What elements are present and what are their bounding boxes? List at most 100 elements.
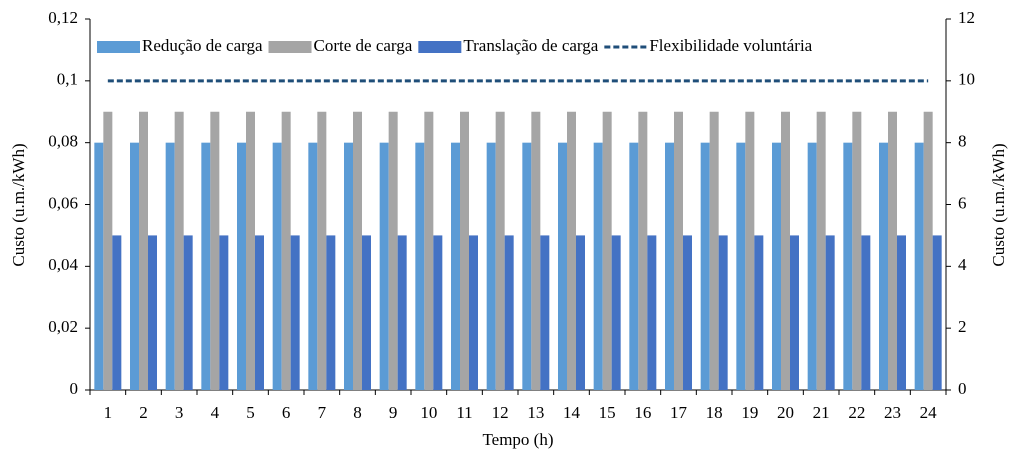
legend-label: Translação de carga	[463, 36, 598, 55]
bar	[888, 111, 897, 390]
bar	[718, 235, 728, 390]
bar	[246, 111, 255, 390]
bar	[219, 235, 229, 390]
bar	[602, 111, 612, 390]
x-tick-label: 10	[420, 403, 437, 422]
y2-tick-label: 4	[958, 255, 967, 274]
bar	[353, 111, 362, 390]
y2-tick-label: 2	[958, 317, 967, 336]
y-tick-label: 0,1	[57, 70, 78, 89]
bar	[174, 111, 184, 390]
y2-tick-label: 8	[958, 132, 967, 151]
y-tick-label: 0,04	[48, 255, 78, 274]
x-tick-label: 2	[139, 403, 148, 422]
x-tick-label: 11	[456, 403, 472, 422]
bar	[522, 142, 532, 390]
bar	[593, 142, 603, 390]
y-tick-label: 0,06	[48, 193, 78, 212]
bar	[397, 235, 407, 390]
bar	[424, 111, 434, 390]
bar	[700, 142, 710, 390]
bar	[745, 111, 755, 390]
legend-label: Corte de carga	[314, 36, 413, 55]
bar	[415, 142, 425, 390]
y-tick-label: 0,02	[48, 317, 78, 336]
x-tick-label: 3	[175, 403, 184, 422]
bar	[736, 142, 746, 390]
bar	[103, 111, 113, 390]
bar	[576, 235, 585, 390]
bar	[469, 235, 478, 390]
x-tick-label: 22	[848, 403, 865, 422]
bar	[754, 235, 764, 390]
x-tick-label: 9	[389, 403, 398, 422]
legend-swatch	[418, 41, 462, 53]
bar	[183, 235, 193, 390]
bar	[362, 235, 371, 390]
bar	[281, 111, 291, 390]
bar	[674, 111, 683, 390]
x-tick-label: 18	[706, 403, 723, 422]
bar	[638, 111, 648, 390]
legend-swatch	[268, 41, 312, 53]
bar	[210, 111, 220, 390]
bar	[709, 111, 719, 390]
y-tick-label: 0	[70, 379, 79, 398]
y-tick-label: 0,12	[48, 8, 78, 27]
bar	[923, 111, 933, 390]
bar	[379, 142, 389, 390]
bar	[451, 142, 460, 390]
x-tick-label: 4	[211, 403, 220, 422]
bar	[772, 142, 781, 390]
bar	[807, 142, 817, 390]
bar	[486, 142, 496, 390]
bar	[825, 235, 835, 390]
bar	[897, 235, 906, 390]
x-tick-label: 20	[777, 403, 794, 422]
y2-axis-label: Custo (u.m./kWh)	[989, 143, 1008, 266]
bar	[255, 235, 264, 390]
bar	[914, 142, 924, 390]
bar	[148, 235, 157, 390]
bar	[94, 142, 104, 390]
x-tick-label: 24	[920, 403, 938, 422]
bar	[843, 142, 853, 390]
bar	[344, 142, 353, 390]
x-tick-label: 6	[282, 403, 291, 422]
x-axis-label: Tempo (h)	[482, 430, 553, 449]
bar	[112, 235, 122, 390]
bar	[781, 111, 790, 390]
x-tick-label: 7	[318, 403, 327, 422]
bar	[647, 235, 657, 390]
y-axis-label: Custo (u.m./kWh)	[9, 143, 28, 266]
y2-tick-label: 12	[958, 8, 975, 27]
x-tick-label: 12	[492, 403, 509, 422]
x-tick-label: 8	[353, 403, 362, 422]
x-tick-label: 21	[813, 403, 830, 422]
x-tick-label: 14	[563, 403, 581, 422]
x-tick-label: 17	[670, 403, 688, 422]
bar	[308, 142, 318, 390]
bar	[932, 235, 942, 390]
bar	[861, 235, 871, 390]
bar	[683, 235, 692, 390]
bar	[130, 142, 139, 390]
legend-swatch	[97, 41, 140, 53]
bar	[567, 111, 576, 390]
x-tick-label: 23	[884, 403, 901, 422]
bar	[317, 111, 327, 390]
x-tick-label: 19	[741, 403, 758, 422]
x-tick-label: 1	[104, 403, 113, 422]
bar	[629, 142, 639, 390]
bar	[272, 142, 282, 390]
legend-label: Flexibilidade voluntária	[649, 36, 812, 55]
bar	[495, 111, 505, 390]
bar	[665, 142, 674, 390]
x-tick-label: 13	[527, 403, 544, 422]
x-tick-label: 15	[599, 403, 616, 422]
bar	[139, 111, 148, 390]
y2-tick-label: 10	[958, 70, 975, 89]
bar	[201, 142, 211, 390]
y2-tick-label: 0	[958, 379, 967, 398]
